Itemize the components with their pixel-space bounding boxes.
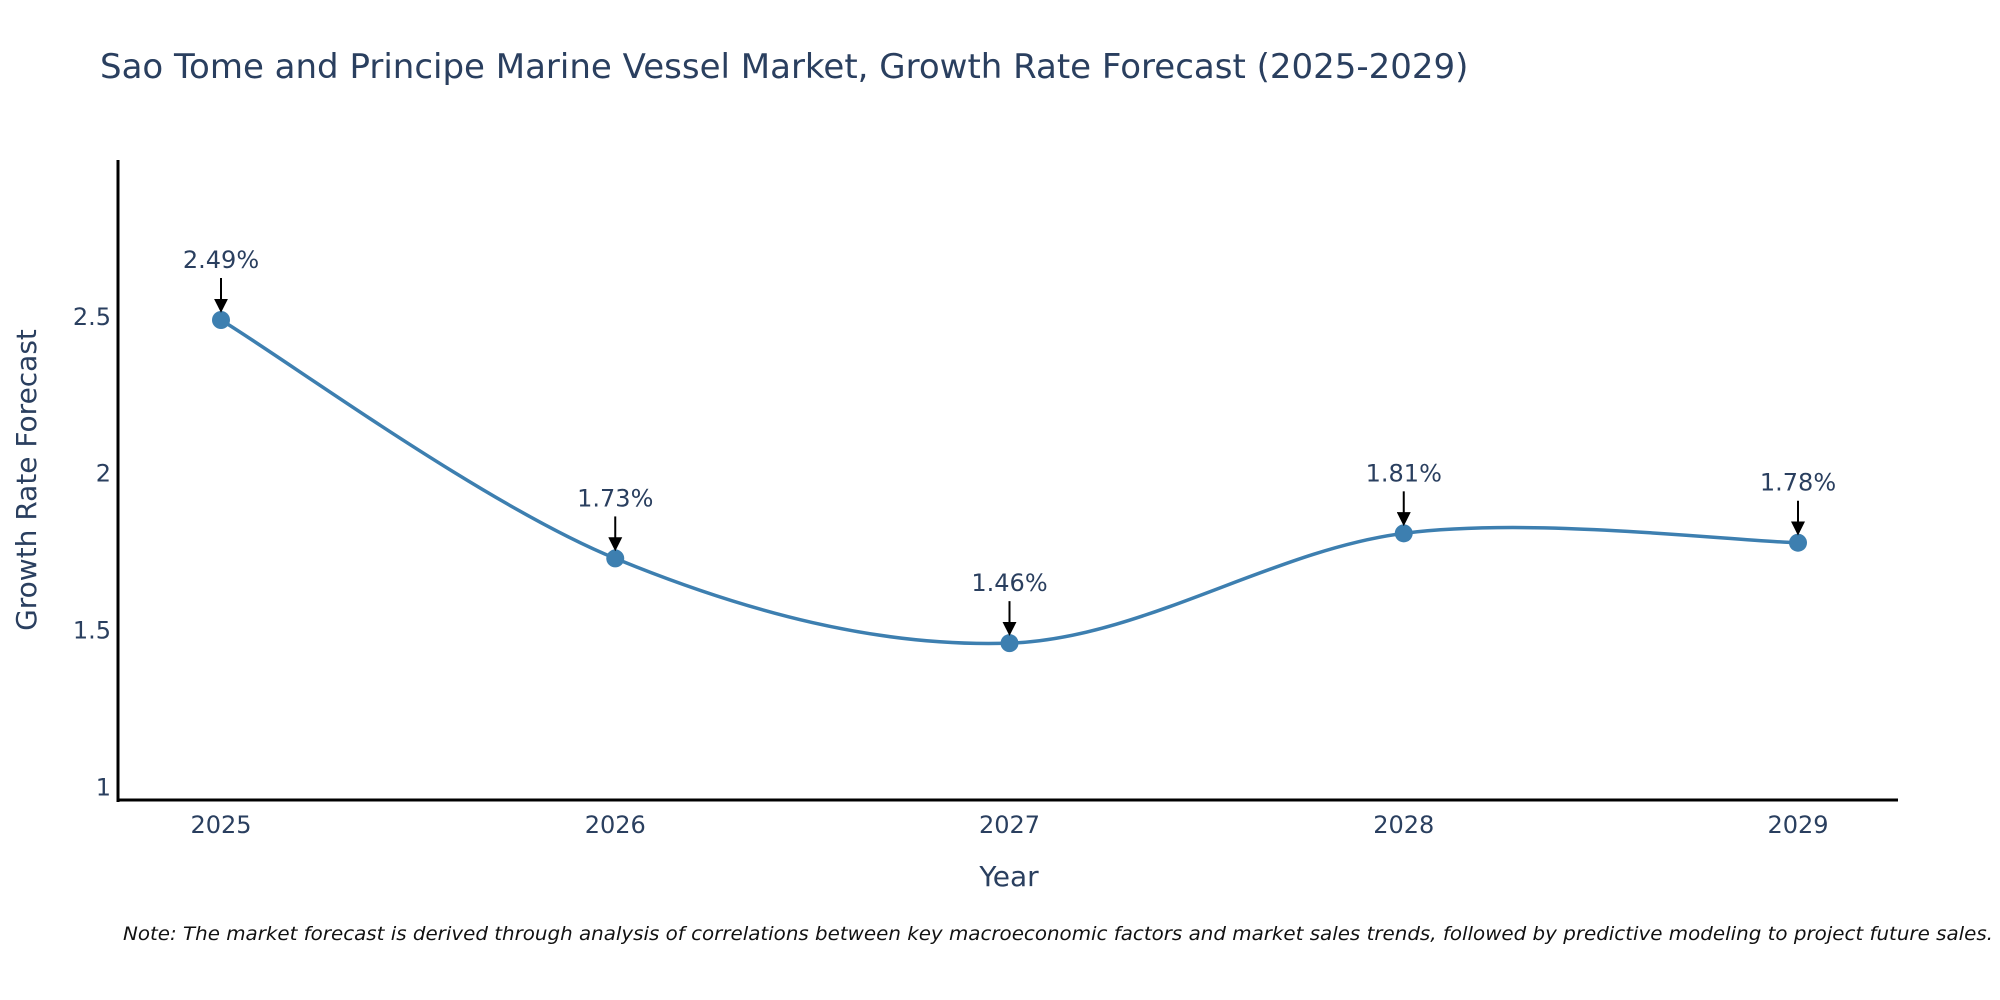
y-axis-title: Growth Rate Forecast xyxy=(10,329,43,631)
x-tick-label: 2028 xyxy=(1373,811,1434,839)
chart-title: Sao Tome and Principe Marine Vessel Mark… xyxy=(100,47,1468,87)
x-axis-title: Year xyxy=(978,860,1039,893)
y-tick-label: 2.5 xyxy=(73,303,111,331)
data-label: 1.81% xyxy=(1366,459,1442,487)
x-tick-label: 2025 xyxy=(190,811,251,839)
x-tick-label: 2026 xyxy=(585,811,646,839)
data-point xyxy=(212,311,230,329)
plot-area: 1 1.5 2 2.5 2025 2026 2027 2028 2029 2.49% 1.73% 1.… xyxy=(73,160,1898,839)
y-tick-label: 2 xyxy=(96,460,111,488)
x-tick-label: 2029 xyxy=(1767,811,1828,839)
footnote: Note: The market forecast is derived thr… xyxy=(123,923,1993,945)
data-label: 1.78% xyxy=(1760,469,1836,497)
data-label: 1.73% xyxy=(577,484,653,512)
data-point xyxy=(606,549,625,568)
data-point xyxy=(1000,634,1019,653)
x-tick-label: 2027 xyxy=(979,811,1040,839)
y-tick-label: 1 xyxy=(96,773,111,801)
data-label: 1.46% xyxy=(971,569,1047,597)
y-tick-label: 1.5 xyxy=(73,617,111,645)
data-point xyxy=(1789,533,1807,552)
data-label: 2.49% xyxy=(183,246,259,274)
data-point xyxy=(1394,524,1413,543)
